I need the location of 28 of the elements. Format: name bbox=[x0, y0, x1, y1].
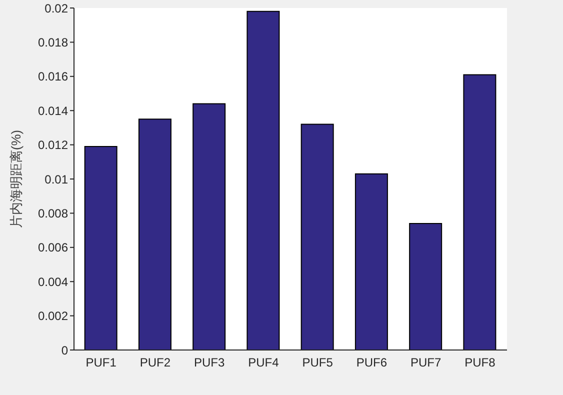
x-tick-label: PUF7 bbox=[410, 356, 442, 370]
y-tick-label: 0.02 bbox=[44, 1, 68, 16]
y-tick-label: 0.012 bbox=[38, 138, 68, 152]
y-tick-label: 0.004 bbox=[38, 274, 68, 289]
x-tick-label: PUF5 bbox=[302, 356, 334, 370]
y-tick-label: 0.014 bbox=[38, 104, 68, 118]
x-tick-label: PUF6 bbox=[356, 356, 388, 370]
y-tick-label: 0.006 bbox=[38, 240, 68, 255]
bar bbox=[300, 124, 334, 350]
x-tick-label: PUF2 bbox=[140, 356, 171, 370]
x-tick-label: PUF4 bbox=[248, 356, 280, 370]
y-tick-label: 0.016 bbox=[38, 70, 68, 84]
y-tick-label: 0.008 bbox=[38, 206, 68, 220]
bar bbox=[354, 173, 388, 350]
x-tick-label: PUF3 bbox=[194, 356, 225, 370]
x-tick-label: PUF1 bbox=[86, 356, 117, 370]
y-axis-title: 片内海明距离(%) bbox=[8, 130, 24, 228]
y-tick-label: 0.002 bbox=[38, 309, 68, 324]
bar bbox=[463, 74, 496, 350]
y-tick-label: 0.018 bbox=[38, 35, 68, 50]
bar bbox=[409, 222, 442, 350]
bar bbox=[192, 103, 226, 350]
bar bbox=[138, 118, 172, 350]
bar bbox=[246, 10, 280, 350]
y-tick-label: 0 bbox=[61, 343, 68, 358]
x-tick-label: PUF8 bbox=[464, 356, 496, 370]
bar bbox=[84, 146, 118, 350]
y-tick-label: 0.01 bbox=[44, 172, 68, 186]
